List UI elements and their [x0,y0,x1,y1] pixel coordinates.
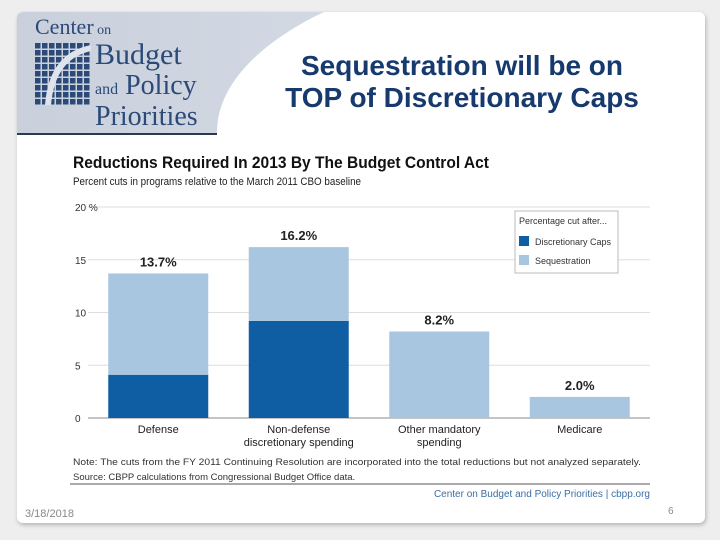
bar-sequestration [248,247,349,321]
slide-date: 3/18/2018 [25,508,74,520]
chart-source: Source: CBPP calculations from Congressi… [73,472,355,483]
y-tick-label: 15 [75,256,87,267]
logo-text: Policy [125,70,197,101]
bar-sequestration [529,396,630,418]
logo-text: Priorities [95,101,198,132]
total-label: 16.2% [280,228,317,243]
x-tick-label: spending [417,437,462,449]
legend-swatch-caps [519,236,529,246]
bar-discretionary-caps [248,320,349,418]
chart-credit: Center on Budget and Policy Priorities |… [434,489,650,500]
logo-text: on [97,23,112,38]
legend: Percentage cut after... Discretionary Ca… [514,210,619,274]
page-number: 6 [668,506,674,517]
bar-sequestration [108,273,209,375]
total-label: 8.2% [424,312,454,327]
chart-subtitle: Percent cuts in programs relative to the… [73,176,361,188]
x-tick-label: Other mandatory [398,424,481,436]
title-line: Sequestration will be on [300,50,624,81]
legend-label: Discretionary Caps [535,237,612,247]
x-tick-label: discretionary spending [244,437,354,449]
x-tick-label: Medicare [557,424,602,436]
header-band: Center on Budget and Policy Priorities S… [17,12,705,252]
bar-sequestration [389,331,490,418]
y-tick-label: 5 [75,361,81,372]
x-tick-label: Defense [138,424,179,436]
legend-swatch-seq [519,255,529,265]
title-line: TOP of Discretionary Caps [285,82,639,113]
logo-text: Center [35,14,94,39]
logo-grid-icon [35,43,91,105]
chart-title: Reductions Required In 2013 By The Budge… [73,153,489,172]
y-tick-label: 0 [75,414,81,425]
total-label: 13.7% [140,254,177,269]
logo-text: and [95,81,119,98]
total-label: 2.0% [565,378,595,393]
legend-label: Sequestration [535,256,591,266]
header-curve [217,12,705,252]
legend-title: Percentage cut after... [519,216,607,226]
y-tick-label: 10 [75,309,87,320]
bar-discretionary-caps [108,374,209,418]
logo-text: Budget [95,38,182,71]
y-tick-label: 20 % [75,203,98,214]
slide-title: Sequestration will be on TOP of Discretio… [247,50,677,114]
x-tick-label: Non-defense [267,424,330,436]
chart-note: Note: The cuts from the FY 2011 Continui… [73,457,641,468]
